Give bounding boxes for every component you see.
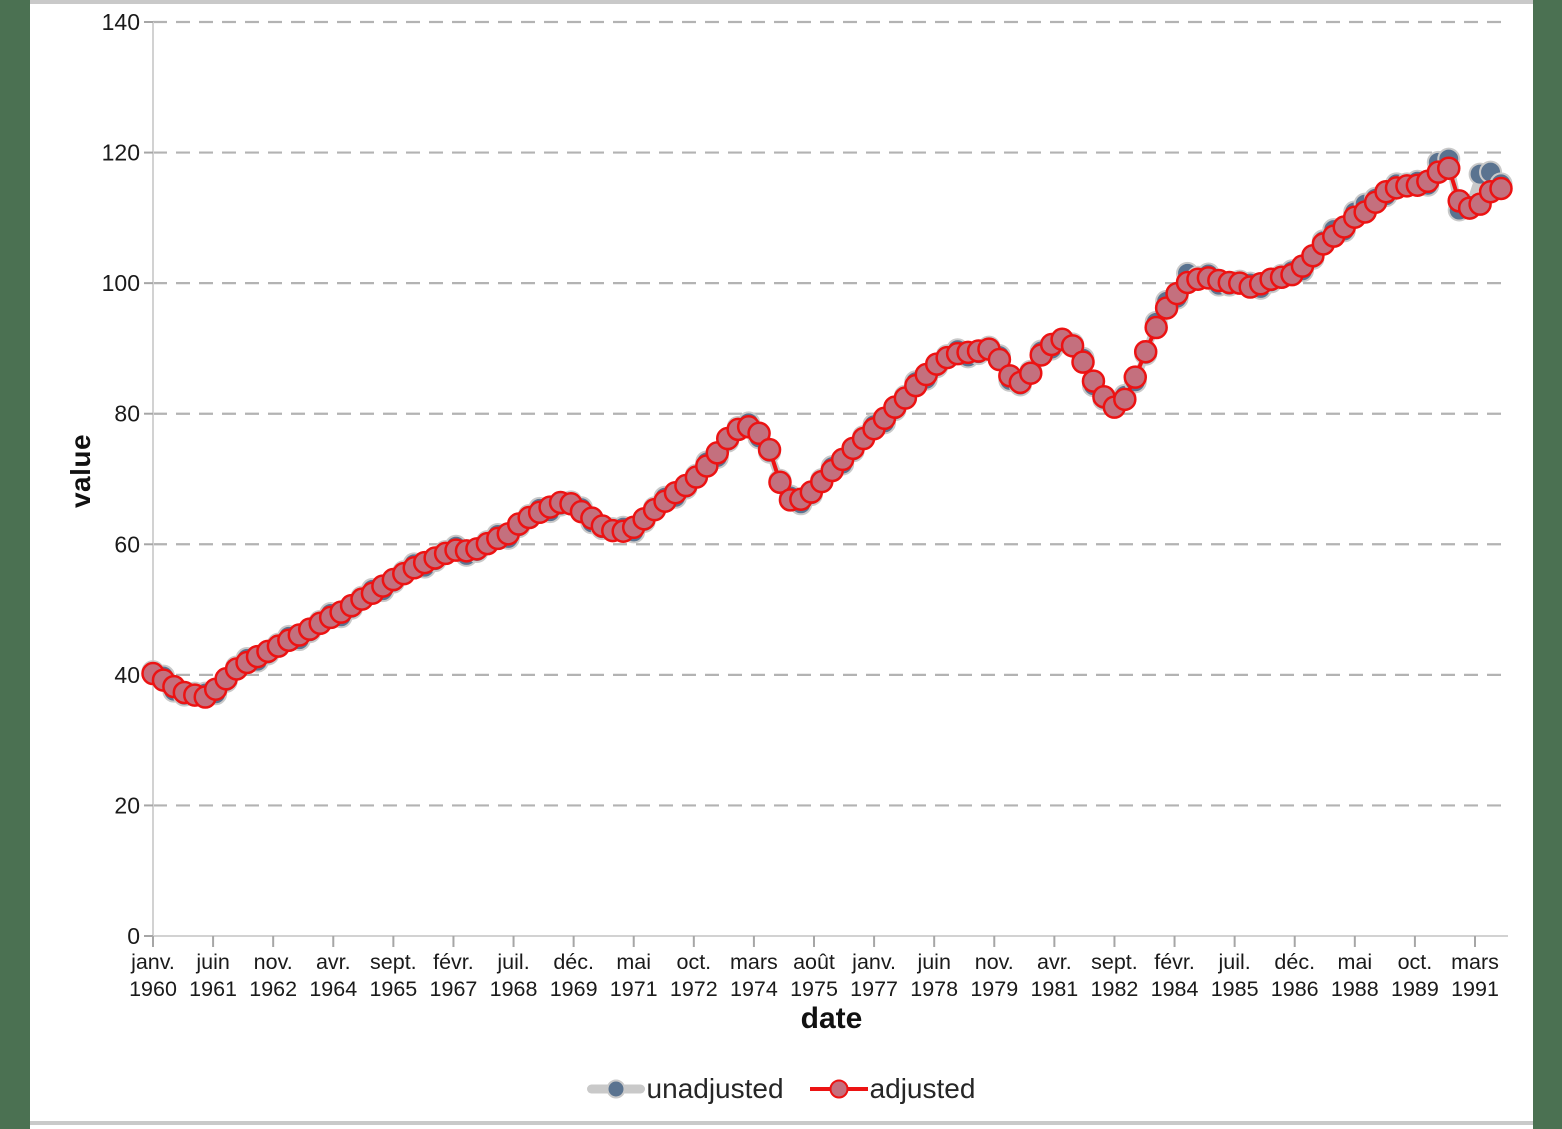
svg-text:1968: 1968 xyxy=(490,977,538,1001)
x-axis-title: date xyxy=(800,1002,863,1035)
svg-text:120: 120 xyxy=(102,140,140,166)
svg-text:0: 0 xyxy=(127,923,140,949)
svg-text:janv.: janv. xyxy=(851,950,896,974)
svg-text:juin: juin xyxy=(916,950,950,974)
legend-label-adjusted: adjusted xyxy=(869,1073,976,1104)
svg-text:avr.: avr. xyxy=(316,950,351,974)
bottom-border-line xyxy=(30,1121,1533,1125)
svg-text:1964: 1964 xyxy=(309,977,357,1001)
legend-label-unadjusted: unadjusted xyxy=(646,1073,784,1104)
svg-text:1989: 1989 xyxy=(1391,977,1439,1001)
svg-text:140: 140 xyxy=(102,9,140,35)
svg-text:1988: 1988 xyxy=(1331,977,1379,1001)
series-adjusted xyxy=(141,156,1513,709)
svg-text:40: 40 xyxy=(114,662,140,688)
svg-text:100: 100 xyxy=(102,270,140,296)
svg-text:1972: 1972 xyxy=(670,977,718,1001)
x-axis-tick-labels: janv. 1960 juin 1961 nov. 1962 avr. 1964 sept. 19… xyxy=(129,936,1499,1001)
svg-text:80: 80 xyxy=(114,401,140,427)
svg-text:févr.: févr. xyxy=(1154,950,1195,974)
svg-text:1981: 1981 xyxy=(1030,977,1078,1001)
svg-text:1984: 1984 xyxy=(1151,977,1199,1001)
svg-text:1962: 1962 xyxy=(249,977,297,1001)
left-border xyxy=(0,0,30,1129)
top-border-line xyxy=(30,0,1533,4)
svg-text:févr.: févr. xyxy=(433,950,474,974)
svg-text:avr.: avr. xyxy=(1037,950,1072,974)
chart-legend: unadjusted adjusted xyxy=(0,1066,1562,1112)
svg-text:août: août xyxy=(793,950,835,974)
svg-text:1974: 1974 xyxy=(730,977,778,1001)
svg-text:1961: 1961 xyxy=(189,977,237,1001)
y-axis-title: value xyxy=(65,433,97,509)
svg-text:déc.: déc. xyxy=(1274,950,1315,974)
series-unadjusted xyxy=(141,147,1513,707)
svg-text:oct.: oct. xyxy=(1398,950,1433,974)
svg-text:1985: 1985 xyxy=(1211,977,1259,1001)
svg-text:1986: 1986 xyxy=(1271,977,1319,1001)
legend-item-unadjusted: unadjusted xyxy=(586,1073,784,1105)
svg-text:sept.: sept. xyxy=(370,950,417,974)
svg-text:1979: 1979 xyxy=(970,977,1018,1001)
svg-text:oct.: oct. xyxy=(676,950,711,974)
svg-text:1975: 1975 xyxy=(790,977,838,1001)
svg-text:sept.: sept. xyxy=(1091,950,1138,974)
svg-text:1977: 1977 xyxy=(850,977,898,1001)
svg-text:juin: juin xyxy=(195,950,229,974)
svg-text:nov.: nov. xyxy=(975,950,1014,974)
svg-text:mars: mars xyxy=(730,950,778,974)
svg-text:20: 20 xyxy=(114,792,140,818)
axes xyxy=(144,21,1508,937)
adjusted-swatch-icon xyxy=(809,1078,868,1100)
unadjusted-swatch-icon xyxy=(586,1078,645,1100)
svg-text:60: 60 xyxy=(114,531,140,557)
gridlines xyxy=(153,20,1508,807)
svg-text:mars: mars xyxy=(1451,950,1499,974)
svg-text:déc.: déc. xyxy=(553,950,594,974)
legend-item-adjusted: adjusted xyxy=(809,1073,976,1105)
svg-text:1960: 1960 xyxy=(129,977,177,1001)
svg-text:mai: mai xyxy=(1337,950,1372,974)
svg-text:nov.: nov. xyxy=(254,950,293,974)
svg-text:janv.: janv. xyxy=(130,950,175,974)
right-border xyxy=(1533,0,1562,1129)
y-axis-tick-labels: 0 20 40 60 80 100 120 140 xyxy=(102,9,140,949)
svg-text:1982: 1982 xyxy=(1091,977,1139,1001)
svg-text:1967: 1967 xyxy=(430,977,478,1001)
svg-text:1965: 1965 xyxy=(369,977,417,1001)
svg-text:mai: mai xyxy=(616,950,651,974)
svg-text:juil.: juil. xyxy=(1218,950,1251,974)
svg-text:juil.: juil. xyxy=(496,950,529,974)
svg-text:1969: 1969 xyxy=(550,977,598,1001)
svg-text:1971: 1971 xyxy=(610,977,658,1001)
svg-text:1978: 1978 xyxy=(910,977,958,1001)
svg-text:1991: 1991 xyxy=(1451,977,1499,1001)
